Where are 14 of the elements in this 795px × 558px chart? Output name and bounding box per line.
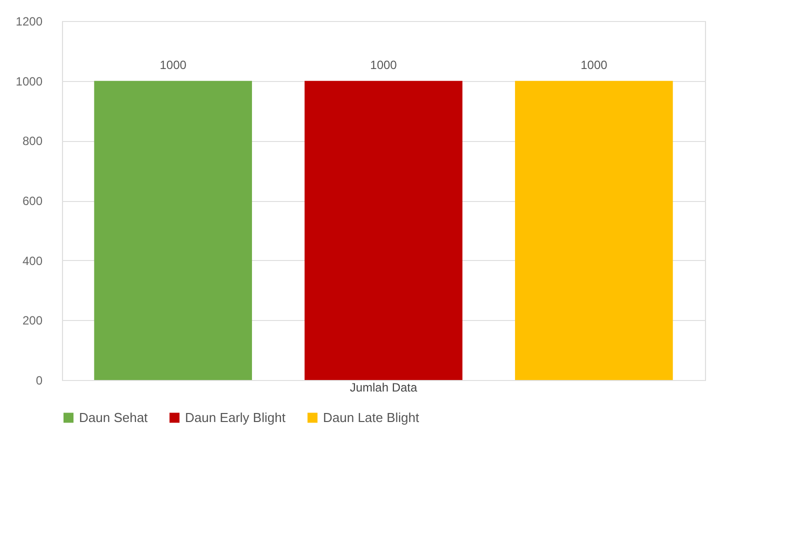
y-tick-label: 800: [22, 134, 43, 148]
y-tick-label: 1200: [16, 14, 43, 28]
y-tick-label: 1000: [16, 74, 43, 88]
y-tick-label: 0: [36, 374, 43, 388]
x-tick-label: Jumlah Data: [350, 380, 418, 394]
legend-label: Daun Late Blight: [323, 410, 420, 425]
data-label: 1000: [160, 58, 187, 72]
data-label: 1000: [580, 58, 608, 72]
y-tick-label: 600: [22, 194, 43, 208]
legend-label: Daun Sehat: [79, 410, 148, 425]
y-tick-label: 200: [22, 314, 43, 328]
legend-label: Daun Early Blight: [185, 410, 286, 425]
data-label: 1000: [370, 58, 398, 72]
y-tick-label: 400: [22, 254, 43, 268]
